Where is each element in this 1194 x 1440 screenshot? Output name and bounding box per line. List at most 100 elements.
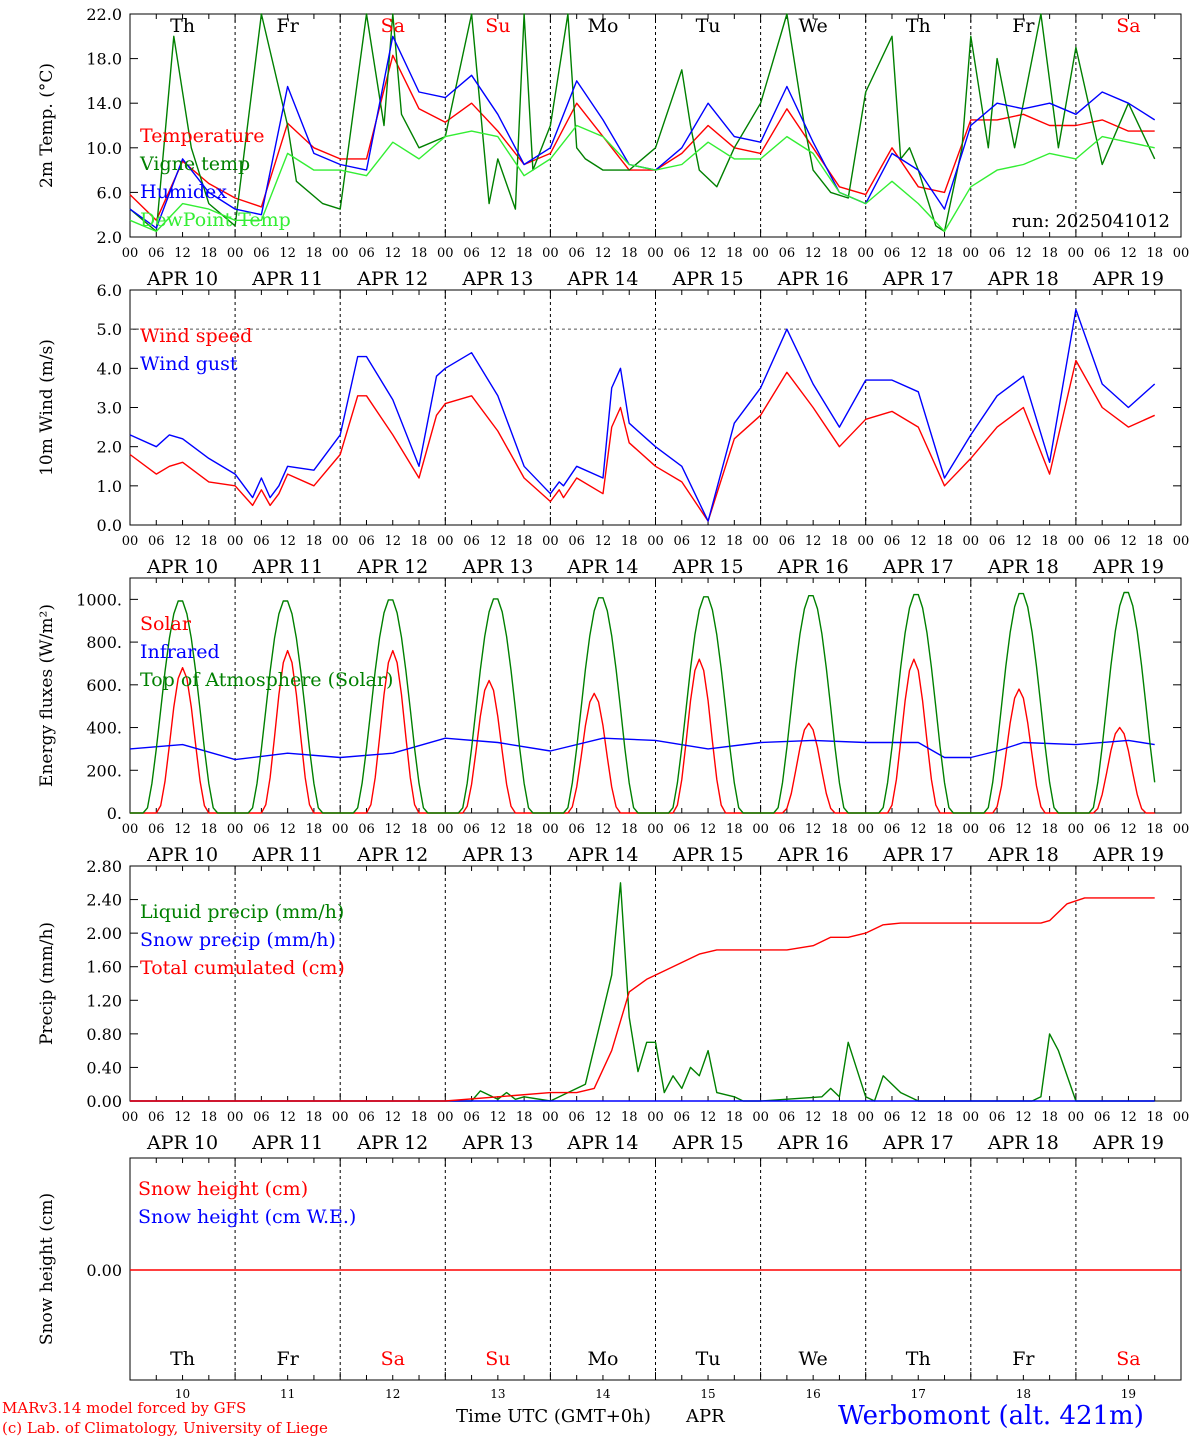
y-tick-label: 2.80 — [86, 857, 122, 876]
hour-tick-label: 00 — [227, 246, 244, 261]
hour-tick-label: 06 — [779, 1110, 796, 1125]
date-label: APR 17 — [882, 268, 954, 290]
hour-tick-label: 12 — [1015, 822, 1032, 837]
date-label: APR 14 — [566, 556, 638, 578]
date-label: APR 19 — [1092, 556, 1164, 578]
hour-tick-label: 00 — [122, 534, 139, 549]
hour-tick-label: 12 — [595, 534, 612, 549]
hour-tick-label: 00 — [647, 246, 664, 261]
date-label: APR 10 — [146, 268, 218, 290]
y-tick-label: 0.80 — [86, 1025, 122, 1044]
hour-tick-label: 00 — [1068, 534, 1085, 549]
hour-tick-label: 06 — [148, 822, 165, 837]
day-number-label: 10 — [175, 1387, 190, 1401]
panel-3: 0. 200. 400. 600. 800. 1000. Energy fluxes (W/… — [37, 577, 1189, 866]
y-tick-label: 1000. — [76, 590, 122, 609]
hour-tick-label: 06 — [568, 1110, 585, 1125]
credit-line-1: MARv3.14 model forced by GFS — [2, 1399, 247, 1417]
hour-tick-label: 18 — [936, 1110, 953, 1125]
hour-tick-label: 12 — [1015, 1110, 1032, 1125]
series-line — [129, 737, 1155, 761]
y-tick-label: 22.0 — [86, 5, 122, 24]
hour-tick-label: 00 — [332, 534, 349, 549]
date-label: APR 11 — [251, 1132, 323, 1154]
weekday-label: Su — [485, 15, 510, 37]
hour-tick-label: 18 — [831, 822, 848, 837]
hour-tick-label: 18 — [516, 822, 533, 837]
y-axis-label: 10m Wind (m/s) — [37, 339, 57, 476]
date-label: APR 12 — [356, 1132, 428, 1154]
date-label: APR 18 — [987, 844, 1059, 866]
y-tick-label: 2.0 — [97, 438, 122, 457]
legend-entry: Snow height (cm) — [138, 1178, 308, 1200]
hour-tick-label: 12 — [279, 1110, 296, 1125]
hour-tick-label: 00 — [752, 1110, 769, 1125]
weekday-label: We — [799, 15, 828, 37]
hour-tick-label: 12 — [700, 822, 717, 837]
legend-entry: Total cumulated (cm) — [140, 957, 345, 979]
hour-tick-label: 00 — [332, 246, 349, 261]
date-label: APR 11 — [251, 556, 323, 578]
date-label: APR 16 — [777, 844, 849, 866]
hour-tick-label: 00 — [1173, 534, 1190, 549]
hour-tick-label: 18 — [621, 822, 638, 837]
weekday-label: Tu — [696, 15, 721, 37]
legend-entry: Vigne temp — [139, 153, 250, 175]
hour-tick-label: 12 — [700, 246, 717, 261]
hour-tick-label: 06 — [884, 534, 901, 549]
hour-tick-label: 18 — [516, 1110, 533, 1125]
hour-tick-label: 12 — [910, 246, 927, 261]
hour-tick-label: 18 — [1146, 246, 1163, 261]
hour-tick-label: 06 — [674, 534, 691, 549]
hour-tick-label: 06 — [253, 822, 270, 837]
date-label: APR 19 — [1092, 268, 1164, 290]
hour-tick-label: 12 — [490, 534, 507, 549]
date-label: APR 17 — [882, 844, 954, 866]
hour-tick-label: 12 — [700, 534, 717, 549]
hour-tick-label: 06 — [884, 246, 901, 261]
y-tick-label: 10.0 — [86, 139, 122, 158]
legend-entry: Snow precip (mm/h) — [140, 929, 336, 951]
y-tick-label: 1.60 — [86, 958, 122, 977]
legend-entry: Humidex — [140, 181, 227, 203]
y-tick-label: 0.40 — [86, 1058, 122, 1077]
weekday-label: Fr — [277, 15, 300, 37]
date-label: APR 13 — [461, 556, 533, 578]
hour-tick-label: 06 — [1094, 822, 1111, 837]
hour-tick-label: 18 — [201, 822, 218, 837]
hour-tick-label: 12 — [805, 246, 822, 261]
hour-tick-label: 18 — [1146, 534, 1163, 549]
hour-tick-label: 06 — [884, 1110, 901, 1125]
hour-tick-label: 00 — [963, 822, 980, 837]
hour-tick-label: 00 — [647, 534, 664, 549]
hour-tick-label: 18 — [1146, 822, 1163, 837]
hour-tick-label: 18 — [726, 534, 743, 549]
hour-tick-label: 00 — [437, 1110, 454, 1125]
hour-tick-label: 18 — [936, 246, 953, 261]
station-name: Werbomont (alt. 421m) — [838, 1401, 1144, 1431]
hour-tick-label: 12 — [805, 1110, 822, 1125]
hour-tick-label: 06 — [358, 822, 375, 837]
hour-tick-label: 12 — [490, 246, 507, 261]
legend-entry: Wind gust — [140, 353, 238, 375]
legend-entry: Snow height (cm W.E.) — [138, 1206, 356, 1228]
hour-tick-label: 06 — [1094, 1110, 1111, 1125]
hour-tick-label: 06 — [674, 1110, 691, 1125]
hour-tick-label: 00 — [1173, 246, 1190, 261]
date-label: APR 16 — [777, 556, 849, 578]
hour-tick-label: 00 — [1068, 1110, 1085, 1125]
hour-tick-label: 06 — [568, 534, 585, 549]
hour-tick-label: 18 — [1041, 534, 1058, 549]
date-label: APR 17 — [882, 1132, 954, 1154]
y-tick-label: 1.20 — [86, 991, 122, 1010]
y-axis-label: Energy fluxes (W/m²) — [37, 604, 57, 787]
hour-tick-label: 18 — [201, 246, 218, 261]
y-tick-label: 14.0 — [86, 94, 122, 113]
hour-tick-label: 06 — [568, 246, 585, 261]
y-tick-label: 6.0 — [97, 183, 122, 202]
hour-tick-label: 12 — [595, 246, 612, 261]
legend-entry: Wind speed — [140, 325, 252, 347]
day-number-label: 14 — [595, 1387, 611, 1401]
weekday-label: We — [799, 1348, 828, 1370]
hour-tick-label: 12 — [805, 822, 822, 837]
